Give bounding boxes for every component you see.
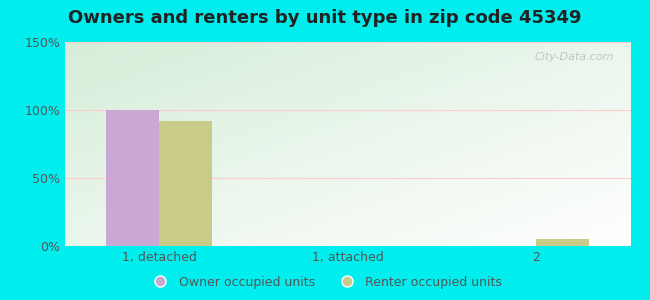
Bar: [536, 239, 589, 246]
Bar: [159, 121, 212, 246]
Text: City-Data.com: City-Data.com: [534, 52, 614, 62]
Legend: Owner occupied units, Renter occupied units: Owner occupied units, Renter occupied un…: [143, 271, 507, 294]
Bar: [107, 110, 159, 246]
Text: Owners and renters by unit type in zip code 45349: Owners and renters by unit type in zip c…: [68, 9, 582, 27]
